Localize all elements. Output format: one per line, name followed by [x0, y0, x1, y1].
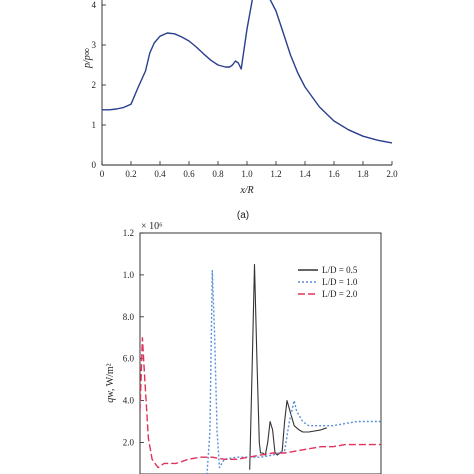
legend-label-0: L/D = 0.5: [322, 265, 358, 275]
panel-a-x-tick-label: 1.6: [328, 169, 340, 179]
panel-a-x-tick-label: 1.8: [357, 169, 369, 179]
panel-b-legend: L/D = 0.5 L/D = 1.0 L/D = 2.0: [298, 265, 358, 299]
panel-b-series: [140, 263, 381, 474]
panel-a-y-tick-label: 1: [92, 120, 97, 130]
panel-b-exponent-label: × 10⁶: [141, 221, 163, 232]
panel-b-y-tick-label: 1.0: [123, 270, 135, 280]
panel-a-x-tick-label: 2.0: [386, 169, 398, 179]
panel-a-x-tick-label: 0.6: [183, 169, 195, 179]
panel-b-y-axis-label: qw, W/m²: [105, 363, 116, 402]
panel-a-x-ticks: 0 0.2 0.4 0.6 0.8 1.0 1.2 1.4 1.6 1.8 2.0: [100, 161, 398, 179]
panel-b-y-tick-label: 1.2: [123, 228, 134, 238]
panel-b-y-axis-label-symbol: q: [105, 398, 116, 403]
panel-a-y-tick-label: 0: [92, 160, 97, 170]
panel-b-y-axis-label-unit: w, W/m²: [105, 363, 116, 397]
panel-a-x-tick-label: 0: [100, 169, 105, 179]
panel-a-x-axis-label: x/R: [239, 185, 253, 196]
panel-a-x-tick-label: 0.4: [154, 169, 166, 179]
panel-b: 1.2 1.0 8.0 6.0 4.0 2.0 × 10⁶ qw, W/m² L/D = …: [105, 221, 382, 474]
panel-a-y-tick-label: 3: [92, 40, 97, 50]
panel-a-x-tick-label: 1.4: [299, 169, 311, 179]
panel-b-y-tick-label: 4.0: [123, 396, 135, 406]
panel-a-x-tick-label: 1.2: [270, 169, 281, 179]
legend-label-1: L/D = 1.0: [322, 277, 358, 287]
panel-a-y-ticks: 0 1 2 3 4: [92, 0, 106, 170]
panel-b-series-line-2: [140, 337, 381, 469]
panel-a-y-tick-label: 2: [92, 80, 97, 90]
panel-a-x-tick-label: 0.2: [125, 169, 136, 179]
panel-a: 0 1 2 3 4 0 0.2 0.4 0.6 0.8 1.0 1.2 1.4 1.6 1.8 2.0 p/…: [82, 0, 398, 221]
panel-a-series-line-0: [102, 0, 392, 144]
panel-b-series-line-0: [249, 263, 327, 470]
panel-b-y-tick-label: 2.0: [123, 438, 135, 448]
panel-a-y-tick-label: 4: [92, 0, 97, 10]
panel-b-y-tick-label: 6.0: [123, 354, 135, 364]
panel-a-series: [102, 0, 392, 144]
panel-b-series-line-1: [206, 270, 381, 474]
panel-a-caption: (a): [237, 210, 249, 221]
panel-a-x-tick-label: 0.8: [212, 169, 224, 179]
panel-b-frame: [139, 232, 382, 474]
panel-a-x-tick-label: 1.0: [241, 169, 253, 179]
panel-b-y-ticks: 1.2 1.0 8.0 6.0 4.0 2.0: [123, 228, 144, 448]
legend-label-2: L/D = 2.0: [322, 289, 358, 299]
panel-a-y-axis-label: p/p∞: [82, 48, 93, 69]
panel-b-y-tick-label: 8.0: [123, 312, 135, 322]
